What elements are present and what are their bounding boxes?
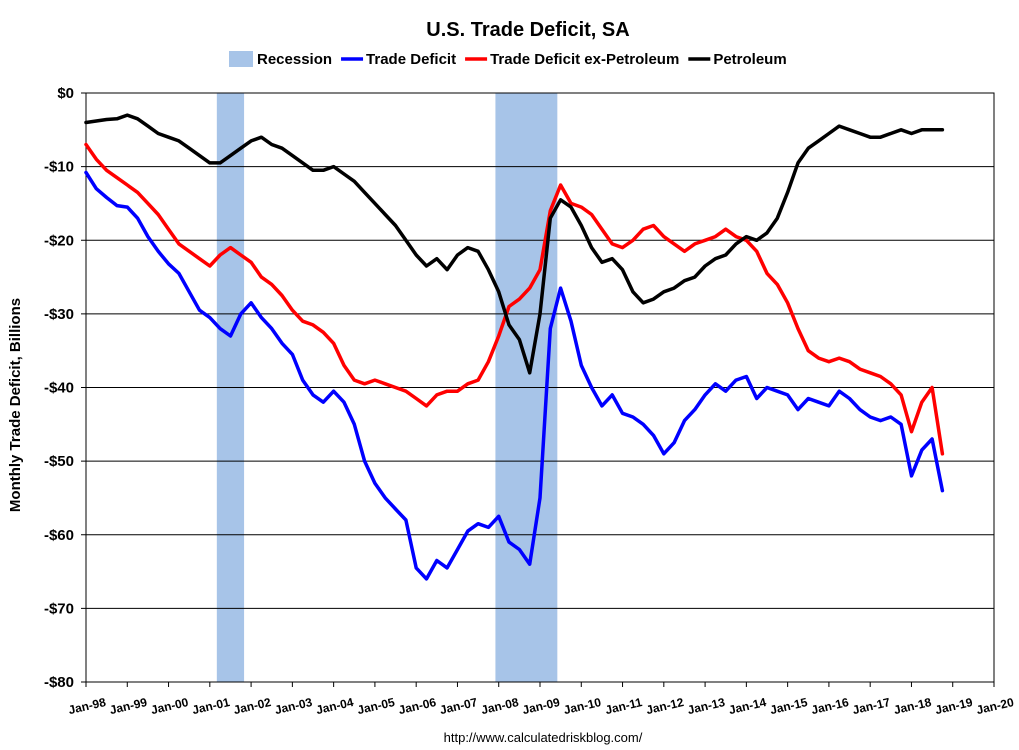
x-tick-label: Jan-98 — [67, 695, 108, 717]
x-tick-label: Jan-12 — [645, 695, 686, 717]
x-tick-label: Jan-03 — [273, 695, 314, 717]
x-axis: Jan-98 Jan-99 Jan-00 Jan-01 Jan-02 Jan-03 Jan-… — [67, 682, 1016, 717]
series-line-trade-deficit — [84, 170, 945, 581]
series-lines — [84, 113, 945, 581]
legend-label: Recession — [257, 51, 332, 68]
x-tick-label: Jan-11 — [604, 695, 644, 717]
x-tick-label: Jan-00 — [150, 695, 191, 717]
legend-item-recession: Recession — [229, 51, 332, 68]
x-tick-label: Jan-18 — [892, 695, 933, 717]
series-line-trade-deficit-ex-petroleum — [84, 142, 945, 456]
chart-title: U.S. Trade Deficit, SA — [426, 19, 629, 41]
y-axis-label: Monthly Trade Deficit, Billions — [7, 298, 24, 512]
x-tick-label: Jan-06 — [397, 695, 438, 717]
x-tick-label: Jan-13 — [686, 695, 727, 717]
legend-item-trade-deficit: Trade Deficit — [341, 51, 456, 68]
x-tick-label: Jan-15 — [769, 695, 810, 717]
source-url: http://www.calculatedriskblog.com/ — [444, 730, 643, 745]
legend-item-trade-deficit-ex-petroleum: Trade Deficit ex-Petroleum — [465, 51, 679, 68]
x-tick-label: Jan-99 — [108, 695, 149, 717]
x-tick-label: Jan-10 — [562, 695, 603, 717]
y-tick-label: -$60 — [44, 527, 74, 544]
legend-item-petroleum: Petroleum — [688, 51, 787, 68]
legend-label: Petroleum — [713, 51, 786, 68]
x-tick-label: Jan-07 — [438, 695, 479, 717]
x-tick-label: Jan-05 — [356, 695, 397, 717]
legend-swatch — [229, 51, 253, 67]
x-tick-label: Jan-09 — [521, 695, 562, 717]
x-tick-label: Jan-19 — [934, 695, 975, 717]
y-tick-label: -$80 — [44, 674, 74, 691]
y-tick-label: -$10 — [44, 159, 74, 176]
y-tick-label: -$40 — [44, 380, 74, 397]
y-tick-label: -$20 — [44, 232, 74, 249]
x-tick-label: Jan-17 — [851, 695, 892, 717]
x-tick-label: Jan-14 — [727, 695, 768, 717]
legend-label: Trade Deficit — [366, 51, 456, 68]
x-tick-label: Jan-02 — [232, 695, 273, 717]
series-line-petroleum — [84, 113, 945, 375]
x-tick-label: Jan-01 — [191, 695, 232, 717]
x-tick-label: Jan-16 — [810, 695, 851, 717]
legend-label: Trade Deficit ex-Petroleum — [490, 51, 679, 68]
y-tick-label: $0 — [57, 85, 74, 102]
y-axis: $0 -$10 -$20 -$30 -$40 -$50 -$60 -$70 -$80 — [44, 85, 86, 691]
legend: Recession Trade Deficit Trade Deficit ex-P… — [229, 51, 787, 68]
x-tick-label: Jan-20 — [975, 695, 1016, 717]
y-tick-label: -$70 — [44, 600, 74, 617]
x-tick-label: Jan-08 — [480, 695, 521, 717]
y-tick-label: -$30 — [44, 306, 74, 323]
y-tick-label: -$50 — [44, 453, 74, 470]
x-tick-label: Jan-04 — [315, 695, 356, 717]
